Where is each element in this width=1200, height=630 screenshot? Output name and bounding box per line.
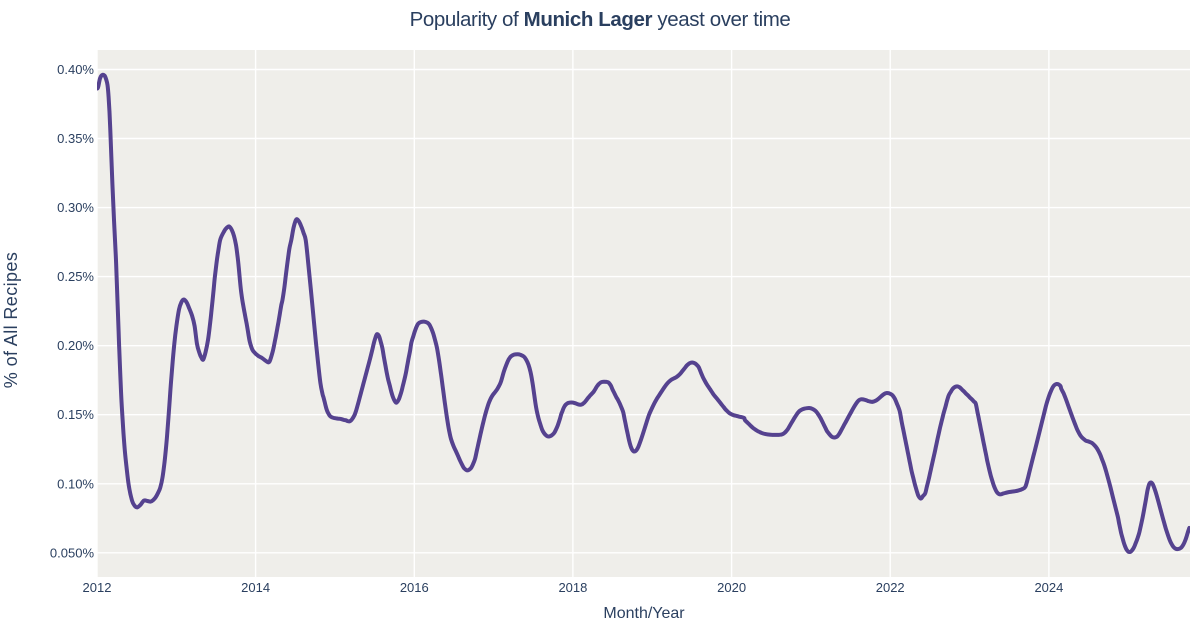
svg-text:% of All Recipes: % of All Recipes: [1, 252, 21, 388]
svg-text:2016: 2016: [400, 580, 429, 595]
svg-text:0.20%: 0.20%: [57, 338, 94, 353]
svg-text:2018: 2018: [558, 580, 587, 595]
svg-text:0.40%: 0.40%: [57, 62, 94, 77]
svg-text:0.15%: 0.15%: [57, 407, 94, 422]
svg-text:2022: 2022: [876, 580, 905, 595]
svg-text:2024: 2024: [1034, 580, 1063, 595]
svg-text:0.050%: 0.050%: [50, 545, 95, 560]
svg-text:Popularity of Munich Lager yea: Popularity of Munich Lager yeast over ti…: [410, 8, 791, 31]
svg-text:0.35%: 0.35%: [57, 131, 94, 146]
svg-text:0.10%: 0.10%: [57, 476, 94, 491]
svg-text:2012: 2012: [83, 580, 112, 595]
svg-text:0.30%: 0.30%: [57, 200, 94, 215]
svg-text:Month/Year: Month/Year: [603, 605, 685, 622]
svg-text:0.25%: 0.25%: [57, 269, 94, 284]
svg-text:2014: 2014: [241, 580, 270, 595]
svg-text:2020: 2020: [717, 580, 746, 595]
